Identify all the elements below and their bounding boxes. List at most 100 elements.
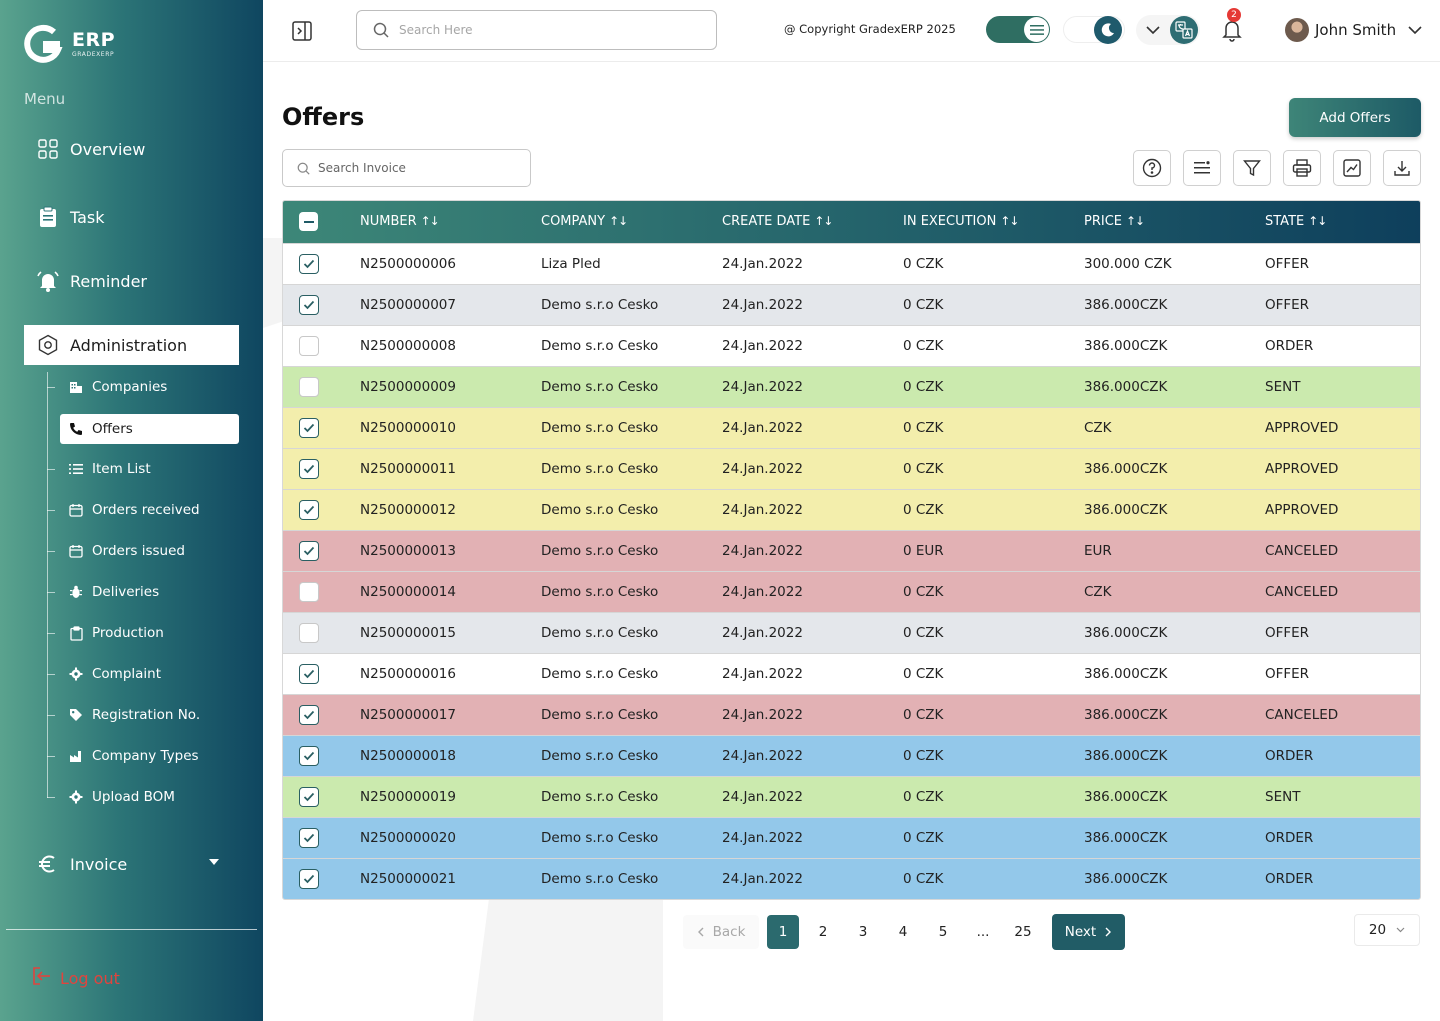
- table-row[interactable]: N2500000016 Demo s.r.o Cesko 24.Jan.2022 0 …: [283, 652, 1420, 694]
- table-row[interactable]: N2500000015 Demo s.r.o Cesko 24.Jan.2022 0 …: [283, 611, 1420, 653]
- download-button[interactable]: [1383, 150, 1421, 186]
- row-checkbox[interactable]: [299, 663, 319, 684]
- cell-execution: 0 CZK: [903, 775, 1084, 817]
- page-number[interactable]: 2: [818, 924, 828, 940]
- sidebar-item-complaint[interactable]: Complaint: [47, 659, 239, 689]
- cell-date: 24.Jan.2022: [722, 775, 903, 817]
- table-row[interactable]: N2500000006 Liza Pled 24.Jan.2022 0 CZK 300.…: [283, 242, 1420, 284]
- table-row[interactable]: N2500000007 Demo s.r.o Cesko 24.Jan.2022 0 …: [283, 283, 1420, 325]
- table-row[interactable]: N2500000014 Demo s.r.o Cesko 24.Jan.2022 0 …: [283, 570, 1420, 612]
- nav-item-task[interactable]: Task: [24, 197, 239, 237]
- page-number[interactable]: 1: [767, 915, 799, 949]
- sidebar-item-companies[interactable]: Companies: [47, 372, 239, 402]
- select-all-checkbox[interactable]: [299, 212, 318, 232]
- row-checkbox[interactable]: [299, 417, 319, 438]
- sidebar-item-registration-no[interactable]: Registration No.: [47, 700, 239, 730]
- back-button[interactable]: Back: [683, 915, 759, 949]
- row-checkbox[interactable]: [299, 622, 319, 643]
- global-search[interactable]: [356, 10, 717, 50]
- page-number[interactable]: 25: [1014, 924, 1032, 940]
- print-button[interactable]: [1283, 150, 1321, 186]
- table-row[interactable]: N2500000008 Demo s.r.o Cesko 24.Jan.2022 0 …: [283, 324, 1420, 366]
- cell-number: N2500000021: [360, 857, 541, 899]
- factory-icon: [68, 748, 84, 764]
- printer-icon: [1292, 159, 1312, 177]
- cell-number: N2500000017: [360, 693, 541, 735]
- table-row[interactable]: N2500000012 Demo s.r.o Cesko 24.Jan.2022 0 …: [283, 488, 1420, 530]
- invoice-search[interactable]: [282, 149, 531, 187]
- search-icon: [297, 162, 310, 175]
- sidebar-item-offers[interactable]: Offers: [60, 414, 239, 444]
- cell-date: 24.Jan.2022: [722, 447, 903, 489]
- caret-down-icon[interactable]: [209, 859, 219, 865]
- sidebar-item-label: Item List: [92, 461, 151, 477]
- nav-item-reminder[interactable]: Reminder: [24, 261, 239, 301]
- notifications-bell-icon[interactable]: [1221, 18, 1243, 42]
- table-row[interactable]: N2500000018 Demo s.r.o Cesko 24.Jan.2022 0 …: [283, 734, 1420, 776]
- column-header-price[interactable]: PRICE ↑↓: [1084, 214, 1145, 230]
- nav-item-invoice[interactable]: Invoice: [24, 844, 239, 884]
- row-checkbox[interactable]: [299, 294, 319, 315]
- column-header-state[interactable]: STATE ↑↓: [1265, 214, 1327, 230]
- table-row[interactable]: N2500000019 Demo s.r.o Cesko 24.Jan.2022 0 …: [283, 775, 1420, 817]
- table-row[interactable]: N2500000010 Demo s.r.o Cesko 24.Jan.2022 0 …: [283, 406, 1420, 448]
- table-row[interactable]: N2500000017 Demo s.r.o Cesko 24.Jan.2022 0 …: [283, 693, 1420, 735]
- row-checkbox[interactable]: [299, 704, 319, 725]
- row-checkbox[interactable]: [299, 745, 319, 766]
- table-row[interactable]: N2500000021 Demo s.r.o Cesko 24.Jan.2022 0 …: [283, 857, 1420, 899]
- add-offers-button[interactable]: Add Offers: [1289, 98, 1421, 137]
- cell-date: 24.Jan.2022: [722, 324, 903, 366]
- menu-layout-toggle[interactable]: [986, 16, 1050, 43]
- row-checkbox[interactable]: [299, 827, 319, 848]
- page-size-select[interactable]: 20: [1354, 914, 1420, 946]
- filter-button[interactable]: [1233, 150, 1271, 186]
- sidebar-item-deliveries[interactable]: Deliveries: [47, 577, 239, 607]
- column-header-number[interactable]: NUMBER ↑↓: [360, 214, 440, 230]
- table-row[interactable]: N2500000013 Demo s.r.o Cesko 24.Jan.2022 0 …: [283, 529, 1420, 571]
- page-number[interactable]: 5: [938, 924, 948, 940]
- row-checkbox[interactable]: [299, 253, 319, 274]
- column-header-create-date[interactable]: CREATE DATE ↑↓: [722, 214, 833, 230]
- user-menu[interactable]: John Smith: [1285, 17, 1422, 43]
- cell-date: 24.Jan.2022: [722, 693, 903, 735]
- row-checkbox[interactable]: [299, 540, 319, 561]
- sidebar-toggle-icon[interactable]: [291, 20, 313, 42]
- logout-button[interactable]: Log out: [32, 966, 120, 990]
- nav-item-administration[interactable]: Administration: [24, 325, 239, 365]
- sidebar-item-company-types[interactable]: Company Types: [47, 741, 239, 771]
- sidebar-item-item-list[interactable]: Item List: [47, 454, 239, 484]
- help-button[interactable]: [1133, 150, 1171, 186]
- row-checkbox[interactable]: [299, 458, 319, 479]
- table-row[interactable]: N2500000009 Demo s.r.o Cesko 24.Jan.2022 0 …: [283, 365, 1420, 407]
- invoice-search-input[interactable]: [318, 161, 518, 175]
- phone-icon: [68, 421, 84, 437]
- sidebar-item-production[interactable]: Production: [47, 618, 239, 648]
- row-checkbox[interactable]: [299, 581, 319, 602]
- column-header-company[interactable]: COMPANY ↑↓: [541, 214, 628, 230]
- next-button[interactable]: Next: [1052, 914, 1125, 950]
- column-header-in-execution[interactable]: IN EXECUTION ↑↓: [903, 214, 1019, 230]
- row-checkbox[interactable]: [299, 786, 319, 807]
- row-checkbox[interactable]: [299, 499, 319, 520]
- sidebar-item-orders-issued[interactable]: Orders issued: [47, 536, 239, 566]
- row-checkbox[interactable]: [299, 868, 319, 889]
- nav-item-overview[interactable]: Overview: [24, 129, 239, 169]
- logo[interactable]: ERP GRADEXERP: [22, 24, 115, 64]
- table-row[interactable]: N2500000011 Demo s.r.o Cesko 24.Jan.2022 0 …: [283, 447, 1420, 489]
- sidebar-item-orders-received[interactable]: Orders received: [47, 495, 239, 525]
- dark-mode-toggle[interactable]: [1063, 16, 1125, 44]
- sidebar-item-upload-bom[interactable]: Upload BOM: [47, 782, 239, 812]
- statistics-button[interactable]: [1333, 150, 1371, 186]
- cell-state: APPROVED: [1265, 406, 1420, 448]
- language-selector[interactable]: [1136, 15, 1200, 45]
- table-row[interactable]: N2500000020 Demo s.r.o Cesko 24.Jan.2022 0 …: [283, 816, 1420, 858]
- global-search-input[interactable]: [399, 23, 699, 37]
- row-checkbox[interactable]: [299, 335, 319, 356]
- row-checkbox[interactable]: [299, 376, 319, 397]
- main-content: Offers Add Offers NUMBER↑↓ COMPANY↑: [263, 63, 1440, 1021]
- notification-badge: 2: [1227, 8, 1241, 22]
- page-number[interactable]: 4: [898, 924, 908, 940]
- page-size-value: 20: [1368, 922, 1387, 938]
- page-number[interactable]: 3: [858, 924, 868, 940]
- columns-button[interactable]: [1183, 150, 1221, 186]
